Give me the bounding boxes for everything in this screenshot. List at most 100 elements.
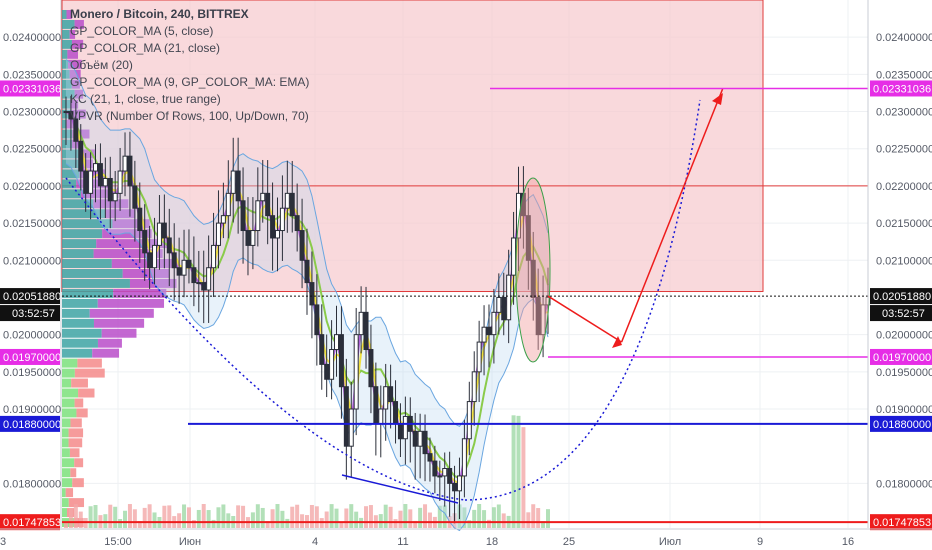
candle-body (186, 259, 192, 269)
left-price-badge (0, 514, 60, 531)
right-tick-label: 0.01900000 (876, 404, 932, 416)
volume-bar (285, 518, 290, 528)
vp-row-down (70, 109, 86, 119)
vp-row-up (62, 199, 94, 209)
candle-body (196, 282, 202, 285)
candle-body (427, 453, 433, 462)
candle-body (466, 401, 472, 440)
legend-vpvr[interactable]: VPVR (Number Of Rows, 100, Up/Down, 70) (70, 109, 309, 123)
time-tick-label: 11 (397, 536, 408, 548)
vp-row-up (62, 478, 73, 488)
vp-row-up (62, 10, 67, 19)
candle-body (437, 475, 443, 478)
candle-body (245, 230, 251, 246)
candle-body (314, 304, 320, 336)
legend-kc[interactable]: KC (21, 1, close, true range) (70, 92, 221, 106)
volume-bar (349, 504, 354, 528)
right-tick-label: 0.02150000 (876, 218, 932, 230)
vp-row-down (68, 498, 85, 508)
vp-row-down (105, 209, 136, 219)
volume-bar (368, 505, 373, 528)
right-price-axis[interactable]: 0.02331036 0.02051880 03:52:57 0.01970000 0.… (867, 0, 932, 531)
candle-body (161, 222, 167, 239)
volume-bar (511, 415, 516, 528)
candle-body (294, 215, 300, 232)
right-tick-label: 0.02400000 (876, 32, 932, 44)
candle-body (68, 111, 74, 120)
candle-body (496, 296, 502, 313)
candle-body (132, 185, 138, 209)
right-price-badge-text: 0.01747853 (873, 517, 931, 529)
time-axis[interactable]: 15:00 Июн 4 11 18 25 Июл 9 16 23 (0, 528, 932, 548)
forecast-arrowhead (712, 93, 723, 105)
countdown-text: 03:52:57 (882, 308, 925, 320)
symbol-title[interactable]: Monero / Bitcoin, 240, BITTREX (70, 7, 249, 21)
right-price-badge (870, 288, 932, 305)
vp-row-up (62, 179, 77, 189)
vp-row-up (62, 189, 82, 199)
vp-row-down (101, 328, 137, 338)
candle-body (211, 244, 217, 269)
volume-bar (516, 415, 521, 528)
candle-body (215, 222, 221, 246)
vp-row-down (70, 468, 77, 478)
vp-row-down (76, 408, 88, 418)
candle-body (471, 371, 477, 403)
volume-bar (364, 506, 369, 528)
vp-row-down (122, 269, 170, 278)
candle-body (142, 230, 148, 254)
vp-row-down (74, 19, 84, 29)
candle-body (511, 237, 517, 276)
candle-body (545, 296, 551, 306)
time-tick-label: Июл (659, 536, 681, 548)
candle-body (230, 170, 236, 194)
candle-body (353, 334, 359, 410)
legend-ma5[interactable]: GP_COLOR_MA (5, close) (70, 24, 214, 38)
vp-row-down (74, 398, 84, 408)
vp-row-down (112, 219, 150, 229)
candle-body (343, 386, 349, 447)
volume-bar (186, 507, 191, 528)
volume-bar (427, 512, 432, 528)
legend-ema9[interactable]: GP_COLOR_MA (9, GP_COLOR_MA: EMA) (70, 75, 310, 89)
candle-body (476, 341, 482, 373)
vp-row-up (62, 438, 69, 448)
vp-row-up (62, 159, 79, 169)
legend-volume[interactable]: Объём (20) (70, 58, 133, 72)
volume-bar (280, 510, 285, 528)
volume-bar (491, 507, 496, 528)
vp-row-down (71, 39, 84, 49)
right-tick-label: 0.02100000 (876, 255, 932, 267)
volume-bar (142, 507, 147, 528)
volume-bar (329, 504, 334, 528)
volume-bar (241, 505, 246, 528)
legend-ma21[interactable]: GP_COLOR_MA (21, close) (70, 41, 221, 55)
candle-body (156, 222, 162, 246)
volume-bar (196, 509, 201, 528)
candle-body (270, 215, 276, 239)
volume-bar (162, 505, 167, 528)
candle-body (432, 460, 438, 477)
vp-row-down (102, 229, 152, 239)
right-price-badge (870, 415, 932, 432)
volume-bar (462, 507, 467, 528)
volume-bar (260, 507, 265, 528)
candle-body (461, 438, 467, 477)
vp-row-down (71, 139, 82, 149)
volume-bar (191, 520, 196, 528)
vp-row-up (62, 488, 66, 498)
left-price-axis[interactable]: 0.02331036 0.02051880 03:52:57 0.01970000 0.… (0, 0, 62, 531)
vp-row-up (62, 318, 94, 328)
left-tick-label: 0.02100000 (3, 255, 61, 267)
volume-bar (408, 509, 413, 528)
vp-row-up (62, 418, 71, 428)
right-tick-label: 0.02300000 (876, 107, 932, 119)
volume-bar (113, 506, 118, 528)
vp-row-up (62, 139, 72, 149)
candle-body (358, 311, 364, 336)
time-tick-label: Июн (179, 536, 201, 548)
time-tick-label: 23 (0, 536, 6, 548)
vp-row-down (93, 199, 129, 209)
volume-bar (118, 519, 123, 528)
